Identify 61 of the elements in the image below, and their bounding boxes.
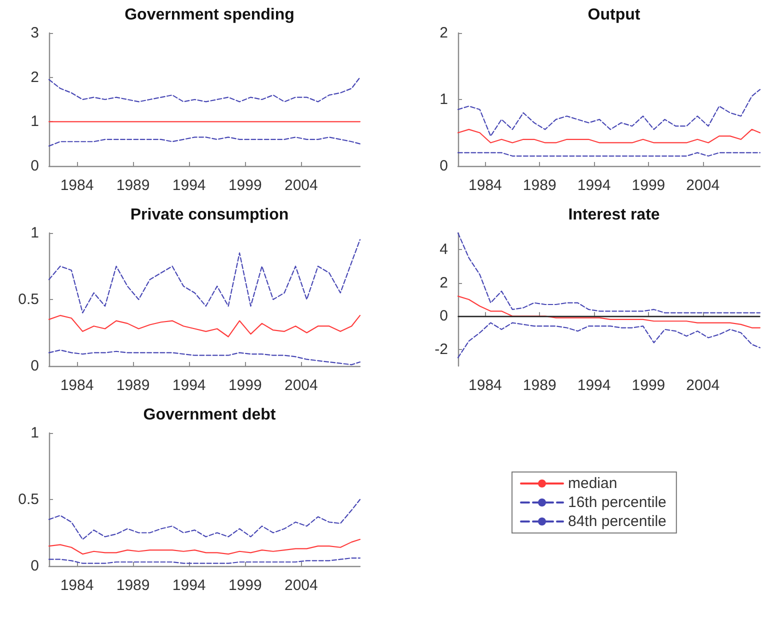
- x-tick-label: 1999: [228, 177, 262, 194]
- y-tick-label: 3: [30, 24, 39, 42]
- x-tick-label: 1989: [116, 377, 150, 394]
- line-series: [457, 322, 761, 358]
- x-tick-label: 2004: [686, 377, 720, 394]
- y-tick-label: 0.5: [18, 491, 39, 508]
- y-tick-label: 0: [440, 308, 448, 325]
- line-series: [48, 498, 361, 540]
- x-tick-label: 1984: [468, 177, 502, 194]
- x-tick-label: 1994: [172, 577, 206, 594]
- line-series: [48, 314, 361, 338]
- x-tick-label: 1999: [228, 577, 262, 594]
- y-tick-label: 1: [440, 91, 448, 108]
- x-tick-label: 1984: [60, 177, 94, 194]
- x-tick-label: 1999: [632, 177, 666, 194]
- y-tick-label: 2: [30, 68, 39, 86]
- legend-label: 16th percentile: [568, 494, 666, 511]
- legend-label: 84th percentile: [568, 513, 666, 530]
- x-tick-label: 1989: [116, 177, 150, 194]
- y-tick-label: 1: [30, 424, 39, 442]
- y-tick-label: 1: [30, 113, 39, 130]
- line-series: [457, 88, 761, 137]
- line-series: [457, 232, 761, 314]
- chart-title: Government spending: [124, 6, 294, 24]
- x-tick-label: 1989: [522, 177, 556, 194]
- chart-title: Output: [588, 6, 641, 24]
- line-series: [48, 239, 361, 314]
- y-tick-label: 0: [30, 358, 39, 374]
- x-tick-label: 2004: [284, 577, 318, 594]
- x-tick-label: 2004: [686, 177, 720, 194]
- y-tick-label: 2: [440, 24, 448, 42]
- x-tick-label: 1994: [172, 377, 206, 394]
- chart-title: Government debt: [143, 406, 276, 424]
- x-tick-label: 1989: [116, 577, 150, 594]
- line-series: [457, 296, 761, 328]
- x-tick-label: 2004: [284, 377, 318, 394]
- chart-title: Interest rate: [568, 206, 660, 224]
- x-tick-label: 1984: [468, 377, 502, 394]
- y-tick-label: 4: [440, 241, 448, 258]
- line-series: [48, 136, 361, 147]
- chart-title: Private consumption: [130, 206, 289, 224]
- x-tick-label: 1999: [228, 377, 262, 394]
- y-tick-label: 0: [30, 158, 39, 174]
- line-series: [48, 538, 361, 555]
- y-tick-label: 0: [30, 558, 39, 574]
- x-tick-label: 1994: [577, 177, 611, 194]
- line-series: [48, 76, 361, 102]
- x-tick-label: 1994: [577, 377, 611, 394]
- legend-label: median: [568, 475, 618, 492]
- y-tick-label: 0: [440, 158, 448, 174]
- y-tick-label: 1: [30, 224, 39, 242]
- x-tick-label: 1999: [632, 377, 666, 394]
- x-tick-label: 1994: [172, 177, 206, 194]
- line-series: [457, 128, 761, 144]
- x-tick-label: 2004: [284, 177, 318, 194]
- x-tick-label: 1984: [60, 577, 94, 594]
- x-tick-label: 1984: [60, 377, 94, 394]
- y-tick-label: 0.5: [18, 291, 39, 308]
- y-tick-label: 2: [440, 274, 448, 292]
- x-tick-label: 1989: [522, 377, 556, 394]
- y-tick-label: -2: [434, 340, 448, 358]
